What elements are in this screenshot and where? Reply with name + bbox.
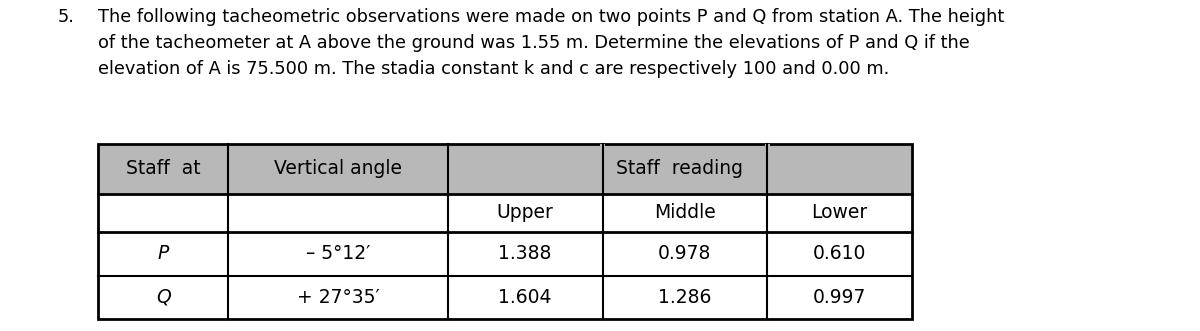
Text: P: P [157, 244, 169, 263]
Text: 5.: 5. [58, 8, 74, 26]
Text: 1.604: 1.604 [498, 288, 552, 307]
Text: 1.286: 1.286 [659, 288, 712, 307]
Text: 1.388: 1.388 [498, 244, 552, 263]
Text: Lower: Lower [811, 203, 868, 222]
Text: Upper: Upper [497, 203, 553, 222]
Text: – 5°12′: – 5°12′ [306, 244, 370, 263]
Text: + 27°35′: + 27°35′ [296, 288, 379, 307]
Text: The following tacheometric observations were made on two points P and Q from sta: The following tacheometric observations … [98, 8, 1004, 78]
Text: Q: Q [156, 288, 170, 307]
Text: Middle: Middle [654, 203, 715, 222]
Text: 0.610: 0.610 [812, 244, 866, 263]
Text: 0.997: 0.997 [812, 288, 866, 307]
Text: Staff  reading: Staff reading [617, 160, 743, 178]
Text: Vertical angle: Vertical angle [274, 160, 402, 178]
Text: Staff  at: Staff at [126, 160, 200, 178]
Text: 0.978: 0.978 [659, 244, 712, 263]
